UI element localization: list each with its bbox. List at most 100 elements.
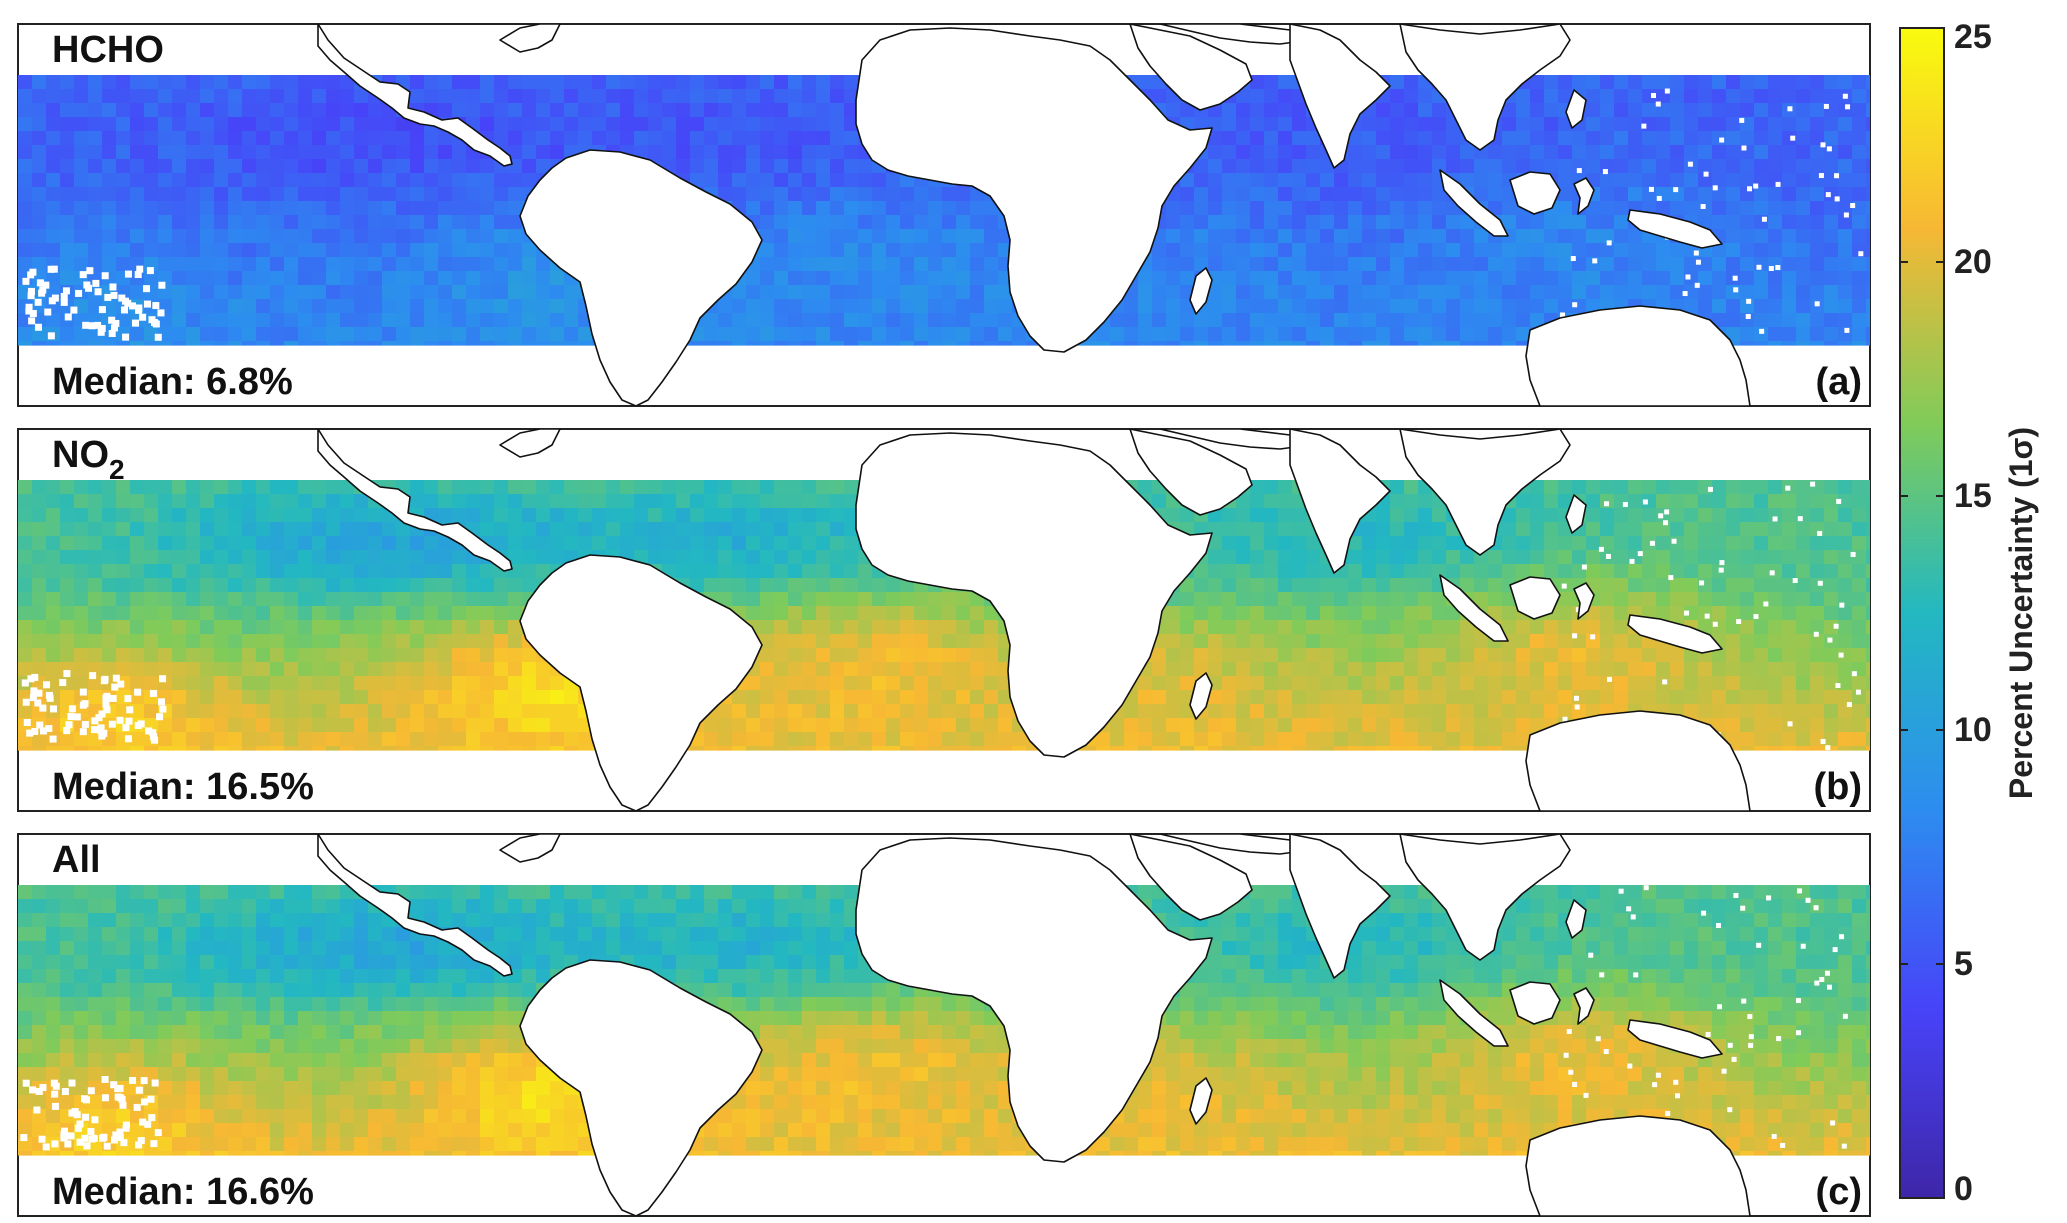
field-cell xyxy=(1376,690,1391,705)
field-cell xyxy=(186,592,201,607)
field-cell xyxy=(1390,89,1405,104)
field-cell xyxy=(452,75,467,90)
field-cell xyxy=(480,662,495,677)
field-cell xyxy=(200,257,215,272)
field-cell xyxy=(494,704,509,719)
field-cell xyxy=(340,257,355,272)
field-cell xyxy=(872,648,887,663)
field-cell xyxy=(214,75,229,90)
field-cell xyxy=(1418,522,1433,537)
field-cell xyxy=(1544,522,1559,537)
field-cell xyxy=(1670,550,1685,565)
field-cell xyxy=(1460,690,1475,705)
field-cell xyxy=(1852,285,1867,300)
field-cell xyxy=(466,285,481,300)
field-cell xyxy=(1502,313,1517,328)
field-cell xyxy=(1348,648,1363,663)
field-cell xyxy=(200,299,215,314)
field-cell xyxy=(1516,313,1531,328)
field-cell xyxy=(550,494,565,509)
field-cell xyxy=(242,173,257,188)
field-cell xyxy=(102,159,117,174)
field-cell xyxy=(1404,522,1419,537)
field-cell xyxy=(438,299,453,314)
field-cell xyxy=(452,592,467,607)
field-cell xyxy=(214,229,229,244)
field-cell xyxy=(1404,257,1419,272)
field-cell xyxy=(102,480,117,495)
field-cell xyxy=(802,173,817,188)
field-cell xyxy=(774,201,789,216)
field-cell xyxy=(718,536,733,551)
field-cell xyxy=(438,508,453,523)
field-cell xyxy=(634,522,649,537)
field-cell xyxy=(1264,243,1279,258)
field-cell xyxy=(1390,215,1405,230)
data-gap xyxy=(1732,275,1738,281)
field-cell xyxy=(228,285,243,300)
field-cell xyxy=(1726,145,1741,160)
field-cell xyxy=(186,676,201,691)
field-cell xyxy=(508,103,523,118)
field-cell xyxy=(1390,229,1405,244)
data-gap xyxy=(25,307,33,315)
field-cell xyxy=(74,131,89,146)
field-cell xyxy=(592,536,607,551)
field-cell xyxy=(1376,508,1391,523)
field-cell xyxy=(270,215,285,230)
field-cell xyxy=(424,690,439,705)
field-cell xyxy=(872,592,887,607)
field-cell xyxy=(172,508,187,523)
field-cell xyxy=(1600,75,1615,90)
field-cell xyxy=(774,103,789,118)
data-gap xyxy=(143,285,151,293)
field-cell xyxy=(340,704,355,719)
field-cell xyxy=(1432,145,1447,160)
field-cell xyxy=(760,285,775,300)
field-cell xyxy=(914,285,929,300)
field-cell xyxy=(354,592,369,607)
field-cell xyxy=(886,257,901,272)
field-cell xyxy=(424,187,439,202)
field-cell xyxy=(802,229,817,244)
field-cell xyxy=(1838,229,1853,244)
field-cell xyxy=(1376,550,1391,565)
field-cell xyxy=(536,690,551,705)
field-cell xyxy=(368,592,383,607)
field-cell xyxy=(1684,690,1699,705)
field-cell xyxy=(270,550,285,565)
field-cell xyxy=(1446,131,1461,146)
field-cell xyxy=(396,285,411,300)
field-cell xyxy=(1628,145,1643,160)
field-cell xyxy=(1838,494,1853,509)
landmass xyxy=(855,27,1213,353)
field-cell xyxy=(1334,327,1349,342)
field-cell xyxy=(648,145,663,160)
field-cell xyxy=(200,704,215,719)
field-cell xyxy=(1418,662,1433,677)
field-cell xyxy=(732,690,747,705)
field-cell xyxy=(1250,89,1265,104)
field-cell xyxy=(802,620,817,635)
field-cell xyxy=(858,313,873,328)
data-gap xyxy=(27,292,35,300)
field-cell xyxy=(1404,117,1419,132)
field-cell xyxy=(1628,480,1643,495)
field-cell xyxy=(508,187,523,202)
field-cell xyxy=(1782,201,1797,216)
field-cell xyxy=(760,662,775,677)
field-cell xyxy=(774,522,789,537)
field-cell xyxy=(396,522,411,537)
field-cell xyxy=(1460,662,1475,677)
field-cell xyxy=(242,690,257,705)
field-cell xyxy=(550,117,565,132)
field-cell xyxy=(46,564,61,579)
field-cell xyxy=(1866,620,1870,635)
field-cell xyxy=(452,187,467,202)
data-gap xyxy=(122,333,130,341)
field-cell xyxy=(1712,187,1727,202)
field-cell xyxy=(802,271,817,286)
field-cell xyxy=(88,648,103,663)
field-cell xyxy=(536,145,551,160)
field-cell xyxy=(508,536,523,551)
